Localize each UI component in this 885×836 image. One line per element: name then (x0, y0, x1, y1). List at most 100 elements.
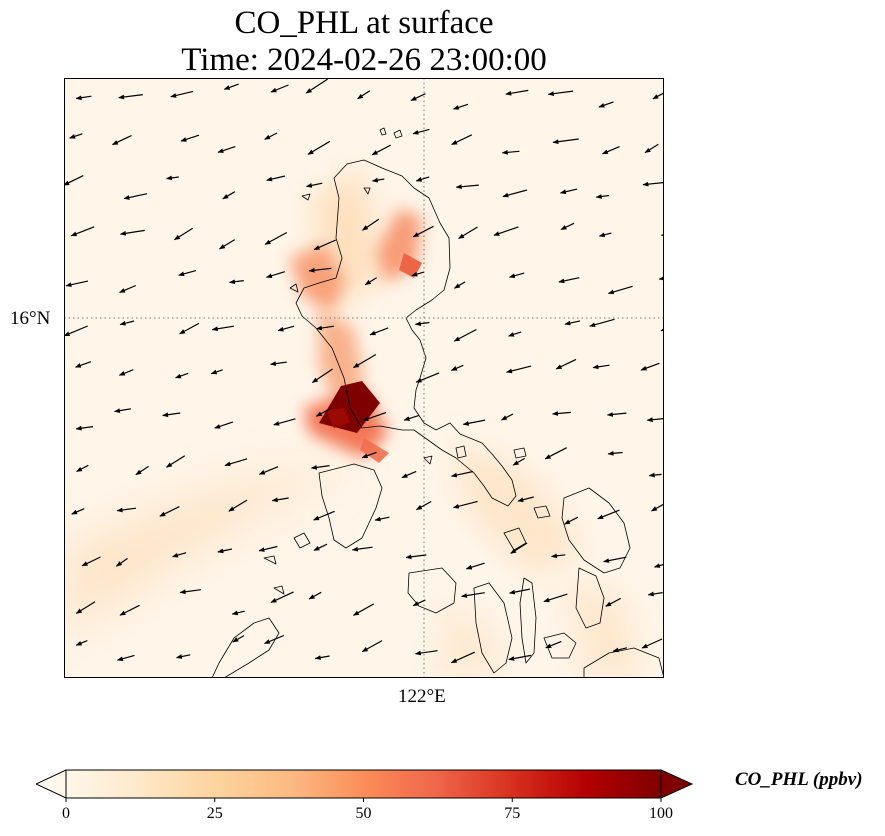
wind-arrow (658, 276, 664, 281)
wind-arrow (75, 640, 88, 646)
wind-arrow (493, 226, 519, 236)
wind-arrow (452, 500, 478, 509)
wind-arrow (119, 284, 137, 293)
samar-coastline (561, 487, 631, 574)
wind-arrow (644, 143, 659, 154)
wind-arrow (595, 194, 610, 199)
wind-arrow (162, 412, 181, 418)
wind-arrow (412, 599, 426, 607)
wind-arrow (517, 496, 534, 503)
wind-arrow (305, 78, 328, 94)
wind-arrow (605, 597, 621, 607)
wind-arrow (176, 654, 191, 659)
wind-arrow (266, 175, 286, 182)
wind-arrow (81, 556, 101, 567)
wind-arrow (545, 640, 562, 649)
wind-arrow (210, 369, 223, 375)
wind-arrow (263, 634, 285, 645)
colorbar-gradient (65, 769, 662, 799)
wind-arrow (119, 320, 135, 326)
wind-arrow (650, 503, 664, 512)
wind-arrow (179, 589, 201, 595)
palawan-coastline (211, 617, 280, 678)
wind-arrow (214, 421, 234, 429)
wind-arrow (414, 321, 430, 327)
wind-arrow (111, 134, 132, 146)
wind-arrow (229, 279, 244, 285)
plot-title-line-2: Time: 2024-02-26 23:00:00 (181, 42, 547, 78)
wind-arrow (371, 177, 385, 183)
wind-arrow (462, 419, 486, 426)
mindanao-coastline (583, 647, 664, 678)
wind-arrow (544, 447, 567, 460)
wind-arrow (374, 516, 390, 522)
plot-title-line-1: CO_PHL at surface (234, 5, 494, 41)
wind-arrow (270, 591, 294, 603)
wind-arrow (640, 362, 660, 371)
wind-arrow (232, 635, 245, 643)
wind-arrow (277, 325, 295, 332)
panay-coastline (407, 567, 457, 614)
wind-arrow (401, 470, 417, 479)
wind-arrow (228, 499, 248, 512)
wind-arrow (258, 545, 278, 552)
wind-arrow (607, 450, 623, 456)
wind-arrow (552, 138, 579, 145)
wind-arrow (501, 149, 520, 155)
wind-arrow (65, 280, 89, 288)
wind-arrow (179, 322, 200, 335)
concentration-field (64, 168, 644, 678)
luzon-coastline (295, 159, 517, 507)
wind-arrow (307, 140, 331, 155)
colorbar-tick-label: 50 (355, 805, 372, 822)
wind-arrow (598, 101, 614, 108)
wind-arrow (564, 516, 579, 525)
wind-arrow (558, 277, 580, 284)
wind-arrow (450, 651, 475, 664)
wind-arrow (180, 134, 200, 142)
cebu-coastline (519, 577, 537, 664)
wind-arrow (264, 231, 288, 245)
wind-arrow (351, 546, 373, 552)
wind-arrow (76, 464, 89, 473)
wind-arrow (410, 93, 426, 102)
wind-arrow (508, 331, 522, 337)
wind-arrow (598, 232, 612, 238)
wind-arrow (357, 90, 371, 100)
wind-arrow (119, 229, 145, 236)
wind-arrow (69, 133, 83, 139)
wind-arrow (362, 218, 380, 231)
colorbar-max-extend (660, 769, 694, 799)
wind-arrow (170, 90, 194, 98)
wind-arrow (352, 353, 377, 369)
wind-arrow (505, 89, 529, 96)
wind-arrow (361, 451, 377, 459)
wind-arrow (222, 191, 236, 200)
wind-arrow (313, 510, 335, 521)
wind-arrow (313, 543, 328, 551)
wind-arrow (414, 650, 438, 656)
wind-arrow (555, 358, 577, 370)
wind-arrow (589, 318, 615, 328)
wind-arrow (74, 361, 92, 368)
wind-arrow (648, 472, 662, 478)
wind-arrow (547, 90, 574, 96)
wind-arrow (551, 553, 566, 559)
wind-arrow (305, 182, 323, 188)
wind-arrow (159, 506, 180, 517)
wind-arrow (115, 557, 128, 567)
wind-arrow (308, 267, 332, 273)
wind-arrow (500, 413, 514, 421)
wind-arrow (123, 193, 148, 200)
wind-arrow (415, 176, 430, 182)
wind-arrow (601, 146, 620, 155)
wind-arrow (415, 372, 440, 383)
latitude-tick-label: 16°N (10, 308, 51, 329)
wind-arrow (597, 509, 620, 520)
wind-arrow (543, 593, 568, 603)
wind-arrow (465, 562, 485, 570)
wind-arrow (647, 591, 663, 597)
wind-arrow (118, 94, 143, 100)
wind-arrow (172, 552, 187, 558)
wind-arrow (352, 603, 375, 616)
